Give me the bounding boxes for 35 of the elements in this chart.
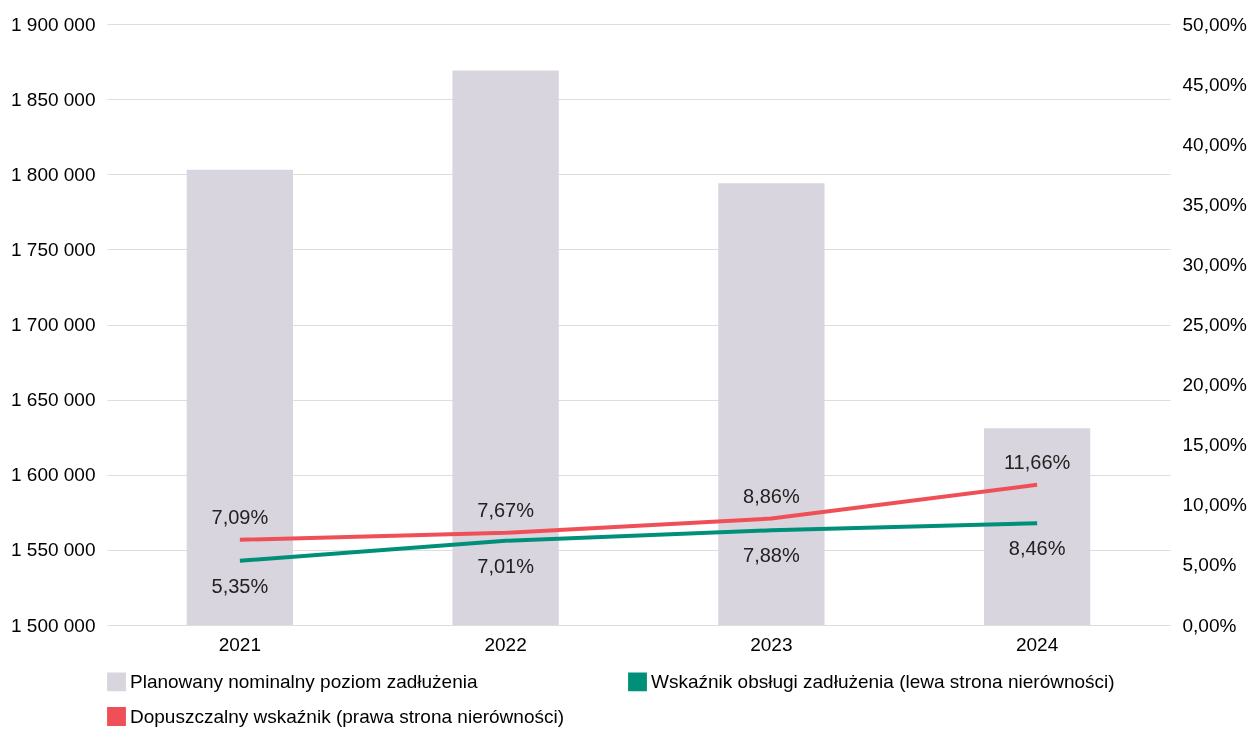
data-label: 8,46% [1008,537,1066,560]
legend-label: Planowany nominalny poziom zadłużenia [130,670,478,692]
y2-tick-label: 10,00% [1182,494,1248,516]
y-tick-label: 1 750 000 [10,238,96,260]
x-tick-label: 2023 [750,633,793,655]
y2-tick-label: 40,00% [1182,133,1248,155]
y-tick-label: 1 850 000 [10,88,96,110]
y2-tick-label: 20,00% [1182,374,1248,396]
y-tick-label: 1 650 000 [10,389,96,411]
y2-tick-label: 45,00% [1182,73,1248,95]
data-label: 7,01% [477,554,535,577]
y2-tick-label: 15,00% [1182,434,1248,456]
y2-tick-label: 50,00% [1182,13,1248,35]
data-label: 7,09% [211,505,269,528]
data-label: 11,66% [1003,450,1071,473]
y2-tick-label: 5,00% [1182,554,1237,576]
y2-tick-label: 35,00% [1182,193,1248,215]
y-tick-label: 1 600 000 [10,464,96,486]
x-tick-label: 2024 [1015,633,1059,655]
x-tick-label: 2021 [218,633,262,655]
x-tick-label: 2022 [484,633,527,655]
legend-label: Wskaźnik obsługi zadłużenia (lewa strona nierówności) [651,670,1115,692]
legend-label: Dopuszczalny wskaźnik (prawa strona nierówności) [130,705,565,727]
y2-tick-label: 0,00% [1182,614,1237,636]
y2-tick-label: 30,00% [1182,253,1248,275]
y-tick-label: 1 800 000 [10,163,96,185]
y-tick-label: 1 700 000 [10,314,96,335]
data-label: 7,67% [477,498,535,521]
y-tick-label: 1 550 000 [10,539,96,561]
y2-tick-label: 25,00% [1182,314,1248,335]
y-tick-label: 1 900 000 [10,13,96,35]
data-label: 7,88% [743,544,800,567]
y-tick-label: 1 500 000 [10,614,96,636]
data-label: 8,86% [743,484,800,507]
data-label: 5,35% [211,574,269,597]
